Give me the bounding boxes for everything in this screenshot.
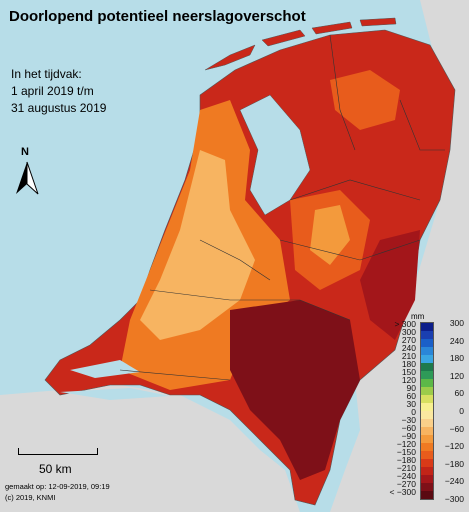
germany-land	[330, 0, 469, 512]
province-borders	[119, 34, 445, 381]
legend-left-label: 60	[406, 391, 416, 401]
legend-left-label: 0	[411, 407, 416, 417]
legend-left-label: −240	[396, 471, 416, 481]
scale-label: 50 km	[39, 462, 72, 476]
legend-swatch	[421, 371, 433, 379]
legend-left-label: −120	[396, 439, 416, 449]
legend-left-label: > 300	[394, 319, 416, 329]
legend-right-label: 240	[449, 335, 464, 346]
legend-swatch	[421, 331, 433, 339]
legend-swatch	[421, 395, 433, 403]
legend-right-label: −60	[449, 423, 464, 434]
legend-swatch	[421, 387, 433, 395]
legend-left-label: −180	[396, 455, 416, 465]
legend-right-label: −180	[444, 458, 464, 469]
legend-left-label: 270	[401, 335, 416, 345]
legend-right-label: 60	[454, 388, 464, 399]
legend-left-label: −30	[401, 415, 416, 425]
north-label: N	[21, 146, 29, 158]
legend-left-label: 240	[401, 343, 416, 353]
legend-swatch	[421, 363, 433, 371]
legend-left-label: 30	[406, 399, 416, 409]
legend-swatch	[421, 475, 433, 483]
legend-right-label: 180	[449, 353, 464, 364]
legend-swatch	[421, 347, 433, 355]
legend-unit: mm	[411, 312, 425, 321]
legend-left-label: 180	[401, 359, 416, 369]
legend-left-label: −270	[396, 479, 416, 489]
legend-right-label: 0	[459, 406, 464, 416]
legend: mm > 300 300 270 240 210 180 150 120 90 60 30 0 −30−…	[364, 312, 466, 506]
legend-colorbar	[420, 322, 434, 500]
legend-swatch	[421, 403, 433, 411]
period-line-2: 1 april 2019 t/m	[11, 84, 94, 98]
legend-right-label: 300	[449, 318, 464, 328]
legend-left-label: 210	[401, 351, 416, 361]
credits: gemaakt op: 12-09-2019, 09:19 (c) 2019, …	[5, 481, 110, 503]
period-block: In het tijdvak: 1 april 2019 t/m 31 augu…	[11, 66, 106, 117]
legend-right-label: 120	[449, 370, 464, 381]
north-arrow: N	[10, 146, 44, 198]
legend-left-label: 300	[401, 327, 416, 337]
legend-swatch	[421, 419, 433, 427]
credits-made: gemaakt op: 12-09-2019, 09:19	[5, 482, 110, 491]
legend-left-label: −150	[396, 447, 416, 457]
map-title: Doorlopend potentieel neerslagoverschot	[9, 8, 306, 25]
period-line-1: In het tijdvak:	[11, 67, 82, 81]
legend-swatch	[421, 467, 433, 475]
legend-swatch	[421, 443, 433, 451]
belgium-land	[0, 385, 300, 512]
north-zone	[330, 70, 400, 130]
scale-bar-line	[18, 448, 98, 455]
legend-left-label: < −300	[389, 487, 416, 497]
east-dark-zone	[360, 230, 420, 340]
legend-left-label: 150	[401, 367, 416, 377]
north-arrow-icon	[16, 161, 39, 195]
legend-right-label: −120	[444, 441, 464, 452]
legend-swatch	[421, 355, 433, 363]
legend-swatch	[421, 459, 433, 467]
legend-left-label: −60	[401, 423, 416, 433]
zeeland-waters	[60, 360, 170, 400]
legend-left-label: −90	[401, 431, 416, 441]
legend-swatch	[421, 435, 433, 443]
legend-swatch	[421, 323, 433, 331]
legend-swatch	[421, 339, 433, 347]
legend-left-label: 90	[406, 383, 416, 393]
legend-right-label: −300	[444, 494, 464, 504]
south-dark-zone	[230, 300, 360, 480]
legend-left-label: 120	[401, 375, 416, 385]
legend-left-label: −210	[396, 463, 416, 473]
legend-swatch	[421, 451, 433, 459]
legend-right-label: −240	[444, 476, 464, 487]
legend-swatch	[421, 379, 433, 387]
legend-swatch	[421, 491, 433, 499]
legend-swatch	[421, 411, 433, 419]
period-line-3: 31 augustus 2019	[11, 101, 107, 115]
legend-swatch	[421, 483, 433, 491]
credits-copyright: (c) 2019, KNMI	[5, 493, 56, 502]
wadden-islands	[204, 17, 397, 71]
legend-swatch	[421, 427, 433, 435]
